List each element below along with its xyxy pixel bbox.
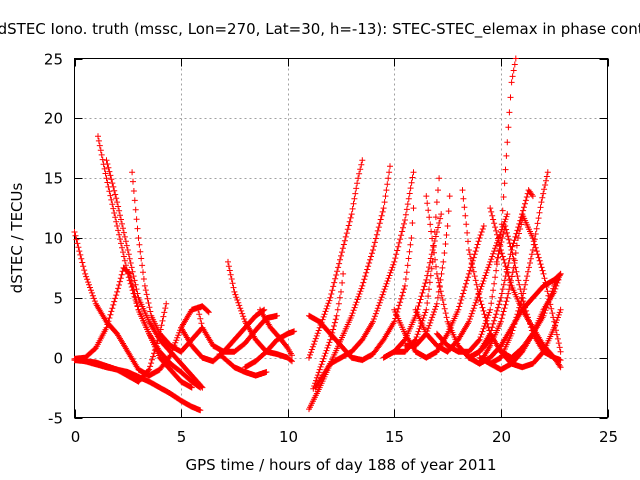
y-tick-label: 10	[44, 230, 63, 248]
series-arc-34	[465, 270, 564, 367]
y-axis-label: dSTEC / TECUs	[8, 182, 26, 293]
x-tick-label: 10	[279, 428, 298, 446]
series-arc-22	[391, 175, 443, 355]
y-tick-label: 0	[53, 350, 63, 368]
x-tick-label: 15	[385, 428, 404, 446]
x-tick-label: 0	[71, 428, 81, 446]
data-series	[71, 55, 564, 414]
series-arc-07	[82, 358, 204, 414]
series-arc-13	[257, 306, 295, 359]
y-tick-label: 15	[44, 170, 63, 188]
series-arc-10	[225, 258, 295, 365]
y-tick-label: 5	[53, 290, 63, 308]
x-tick-labels: 0 5 10 15 20 25	[71, 428, 618, 446]
series-arc-16	[310, 270, 347, 392]
series-arc-32	[519, 211, 564, 355]
x-axis-label: GPS time / hours of day 188 of year 2011	[186, 456, 497, 474]
series-arc-18	[312, 169, 417, 391]
x-tick-label: 25	[599, 428, 618, 446]
series-arc-26	[433, 55, 519, 355]
series-arc-35	[487, 205, 564, 371]
y-tick-label: 20	[44, 110, 63, 128]
x-tick-label: 5	[177, 428, 187, 446]
series-arc-24	[423, 193, 494, 361]
series-arc-15	[306, 157, 366, 361]
series-arc-11	[216, 351, 270, 379]
y-tick-label: -5	[48, 410, 63, 428]
series-arc-27	[465, 187, 536, 361]
y-tick-labels: -5 0 5 10 15 20 25	[44, 51, 63, 428]
series-arc-04	[95, 133, 195, 391]
chart-title: dSTEC Iono. truth (mssc, Lon=270, Lat=30…	[0, 20, 640, 39]
series-arc-06	[129, 169, 206, 355]
series-arc-05	[103, 157, 206, 391]
y-tick-label: 25	[44, 51, 63, 69]
x-tick-label: 20	[492, 428, 511, 446]
series-arc-17	[306, 205, 417, 364]
